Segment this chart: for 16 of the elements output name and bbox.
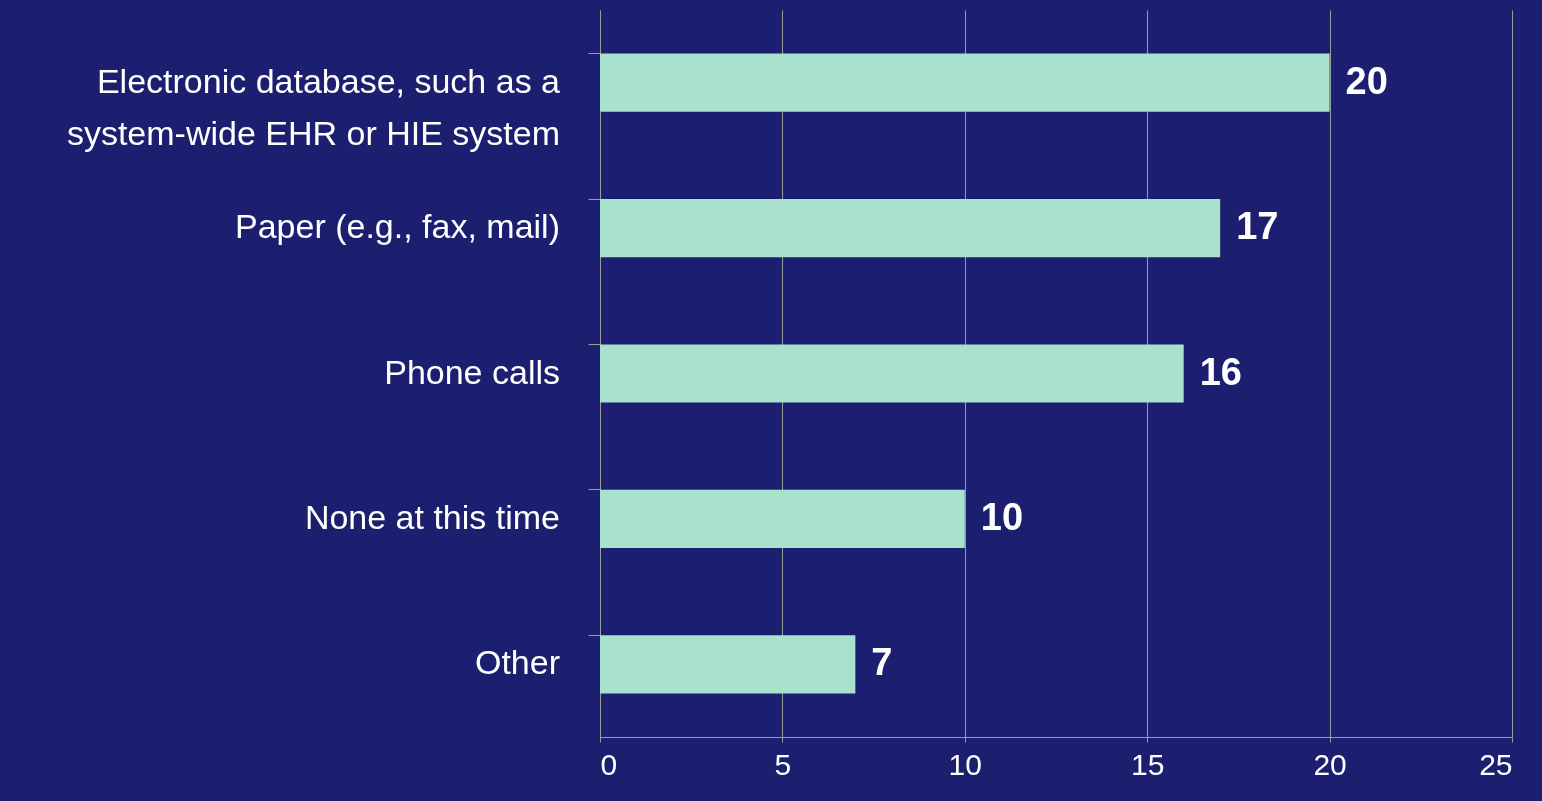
data-label: 17 xyxy=(1236,205,1279,248)
data-label: 10 xyxy=(980,495,1024,538)
y-tick-label: Other xyxy=(474,643,560,682)
y-tick-label: Phone calls xyxy=(384,352,560,391)
data-label: 7 xyxy=(871,641,893,684)
y-tick-label: Electronic database, such as a system-wide EHR or HIE system xyxy=(66,61,561,152)
x-tick-label: 5 xyxy=(774,747,792,781)
data-label: 20 xyxy=(1345,59,1388,102)
data-label: 16 xyxy=(1199,350,1242,393)
x-tick-label: 10 xyxy=(948,747,982,781)
x-tick-label: 15 xyxy=(1131,747,1165,781)
y-tick-label: Paper (e.g., fax, mail) xyxy=(234,207,560,246)
x-tick-label: 25 xyxy=(1479,747,1513,781)
x-tick-label: 0 xyxy=(600,747,618,781)
y-tick-label: None at this time xyxy=(304,497,560,536)
x-tick-label: 20 xyxy=(1313,747,1347,781)
